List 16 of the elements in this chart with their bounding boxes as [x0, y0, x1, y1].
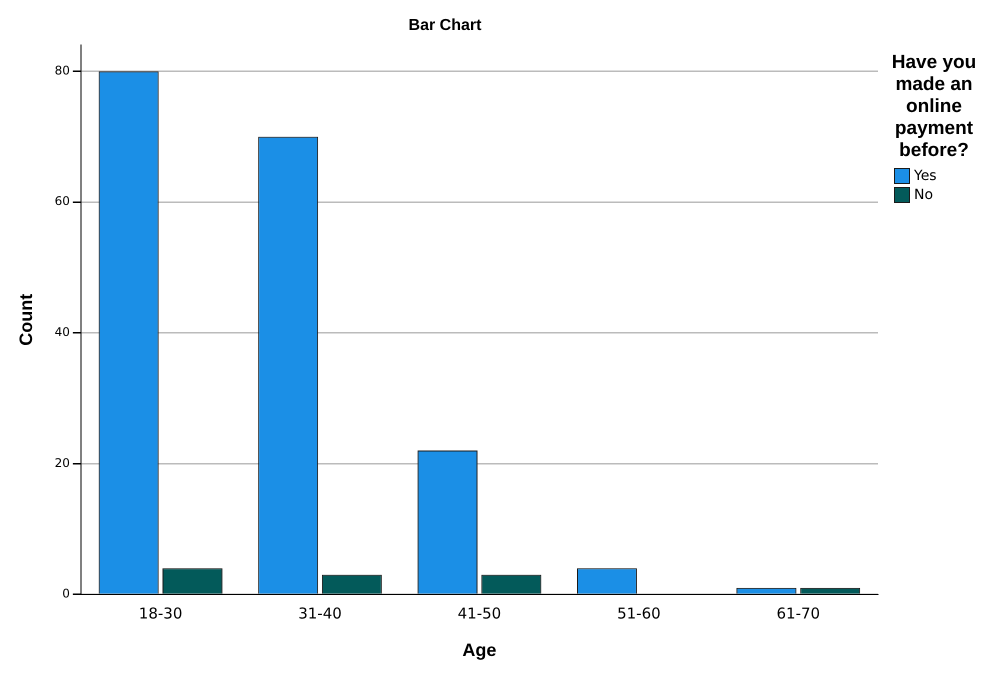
x-axis-title: Age	[462, 640, 496, 660]
x-tick-label: 51-60	[617, 604, 661, 622]
chart-title: Bar Chart	[408, 17, 482, 34]
legend-label: Yes	[914, 168, 937, 184]
y-tick-label: 0	[62, 586, 70, 601]
y-tick-label: 80	[54, 63, 70, 78]
x-tick-label: 31-40	[298, 604, 342, 622]
y-tick-label: 40	[54, 325, 70, 339]
legend-title: Have you made an online payment before?	[890, 52, 978, 162]
x-tick-label: 61-70	[776, 604, 820, 622]
y-tick-label: 20	[54, 456, 70, 470]
x-tick-label: 18-30	[138, 604, 182, 622]
y-axis-title: Count	[16, 294, 36, 346]
legend-label: No	[914, 187, 934, 203]
y-tick-label: 60	[54, 194, 70, 208]
x-tick-label: 41-50	[458, 604, 502, 622]
